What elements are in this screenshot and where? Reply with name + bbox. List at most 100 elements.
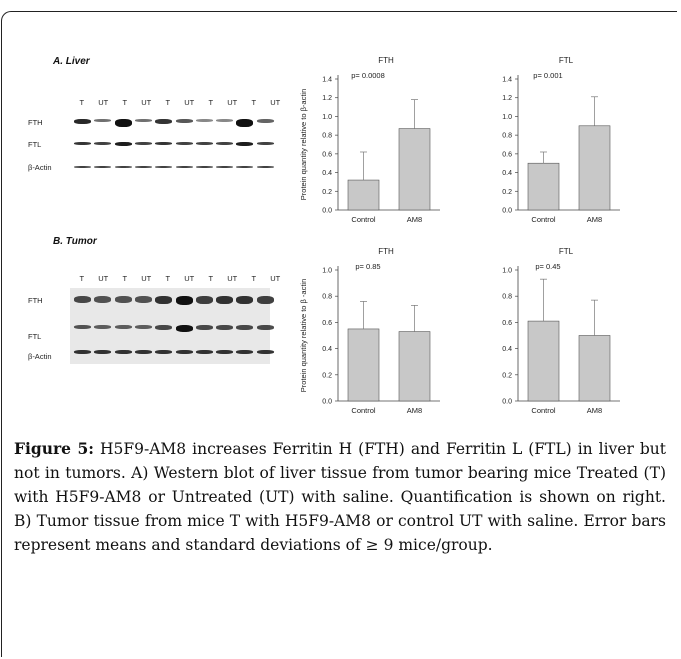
y-tick-label: 1.4	[502, 77, 512, 84]
y-tick-label: 0.4	[322, 346, 332, 353]
blot-b-row-label-actin: β-Actin	[28, 352, 52, 361]
blot-b-lane-label: UT	[141, 274, 152, 283]
blot-a-band	[155, 142, 173, 145]
chart-title: FTL	[559, 56, 574, 65]
y-tick-label: 0.4	[502, 170, 512, 177]
blot-b-band	[236, 350, 254, 354]
blot-b-band	[195, 325, 213, 330]
blot-b-band	[114, 296, 132, 303]
blot-b-lane-label: T	[251, 274, 257, 283]
bar	[347, 179, 380, 211]
blot-b-band	[195, 296, 213, 304]
blot-b-band	[134, 350, 152, 354]
y-tick-label: 0.2	[322, 372, 332, 379]
blot-b-lane-label: UT	[184, 274, 195, 283]
y-tick-label: 1.0	[322, 268, 332, 275]
blot-a-band	[216, 119, 234, 122]
y-tick-label: 1.2	[502, 95, 512, 102]
blot-a-lane-label: T	[208, 98, 214, 107]
blot-b-lane-label: T	[122, 274, 128, 283]
blot-a-band	[256, 119, 274, 123]
blot-a-band	[175, 142, 193, 145]
blot-b-band	[114, 325, 132, 329]
y-tick-label: 0.0	[502, 208, 512, 215]
x-tick-label: Control	[531, 215, 556, 224]
blot-a-band	[236, 166, 254, 168]
y-tick-label: 0.6	[322, 151, 332, 158]
x-tick-label: Control	[351, 406, 376, 415]
blot-a-band	[74, 119, 91, 124]
blot-a-band	[195, 119, 213, 122]
blot-b-band	[216, 325, 234, 330]
blot-a-lane-label: UT	[141, 98, 152, 107]
blot-a-band	[216, 142, 234, 145]
blot-a-row-label-ftl: FTL	[28, 140, 42, 149]
blot-b-band	[155, 325, 173, 330]
y-tick-label: 0.2	[502, 372, 512, 379]
blot-b-band	[216, 296, 234, 304]
chart-title: FTL	[559, 247, 574, 256]
blot-a-band	[236, 142, 254, 146]
y-tick-label: 1.0	[502, 268, 512, 275]
blot-a-band	[74, 166, 91, 168]
y-tick-label: 0.4	[502, 346, 512, 353]
blot-b-band	[94, 350, 112, 354]
blot-a-band	[155, 166, 173, 168]
blot-a-lane-label: UT	[184, 98, 195, 107]
blot-a-band	[134, 142, 152, 145]
blot-b-lane-label: T	[208, 274, 214, 283]
bar	[527, 320, 560, 402]
y-tick-label: 0.0	[322, 208, 332, 215]
blot-a-lane-label: UT	[98, 98, 109, 107]
chart-liver-ftl: FTL p= 0.001 0.0 0.2 0.4 0.6 0.8 1.0 1.2 1.4 Contr…	[502, 56, 620, 224]
blot-a-band	[114, 142, 132, 146]
blot-b-band	[155, 350, 173, 354]
blot-a-lane-label: T	[122, 98, 128, 107]
bar	[527, 162, 560, 211]
y-tick-label: 0.8	[502, 294, 512, 301]
blot-b-image	[70, 288, 274, 364]
blot-b-band	[256, 350, 274, 354]
blot-a-lane-labels: T UT T UT T UT T UT T UT	[71, 98, 286, 107]
y-axis-label: Protein quantity relative to β -actin	[299, 279, 308, 393]
blot-a-lane-label: T	[165, 98, 171, 107]
blot-b-band	[155, 296, 173, 304]
blot-b-band	[256, 325, 274, 330]
y-tick-label: 0.2	[322, 189, 332, 196]
blot-b-band	[256, 296, 274, 304]
blot-a-lane-label: T	[251, 98, 257, 107]
blot-b-band	[216, 350, 234, 354]
panel-a-title: A. Liver	[53, 56, 90, 67]
blot-a-band	[94, 119, 112, 122]
chart-liver-fth: FTH p= 0.0008 0.0 0.2 0.4 0.6 0.8 1.0 1.2 1.4 Prot…	[299, 56, 440, 224]
p-value-label: p= 0.001	[533, 71, 562, 80]
blot-b-lane-label: UT	[270, 274, 281, 283]
blot-b-row-label-fth: FTH	[28, 296, 43, 305]
chart-tumor-ftl: FTL p= 0.45 0.0 0.2 0.4 0.6 0.8 1.0 Control AM8	[502, 247, 620, 415]
blot-a-band	[94, 166, 112, 168]
blot-a-band	[155, 119, 173, 124]
blot-a-band	[256, 166, 274, 168]
blot-a-band	[256, 142, 274, 145]
y-tick-label: 0.8	[502, 133, 512, 140]
bar	[347, 328, 380, 402]
caption-text: H5F9-AM8 increases Ferritin H (FTH) and …	[14, 440, 667, 554]
y-axis-label: Protein quantity relative to β-actin	[299, 89, 308, 200]
blot-b-row-label-ftl: FTL	[28, 332, 42, 341]
caption-label: Figure 5:	[14, 439, 94, 458]
y-tick-label: 0.6	[502, 320, 512, 327]
y-tick-label: 0.0	[502, 399, 512, 406]
y-tick-label: 0.4	[322, 170, 332, 177]
blot-b-band	[236, 325, 254, 330]
blot-b-lane-labels: T UT T UT T UT T UT T UT	[71, 274, 286, 283]
blot-a-band	[74, 142, 91, 145]
y-tick-label: 1.2	[322, 95, 332, 102]
blot-a-row-label-fth: FTH	[28, 118, 43, 127]
blot-a-band	[114, 166, 132, 168]
blot-a-lane-label: UT	[270, 98, 281, 107]
y-tick-label: 0.0	[322, 399, 332, 406]
x-tick-label: Control	[351, 215, 376, 224]
blot-b-band	[175, 325, 193, 332]
blot-b-band	[175, 350, 193, 354]
p-value-label: p= 0.0008	[351, 71, 385, 80]
